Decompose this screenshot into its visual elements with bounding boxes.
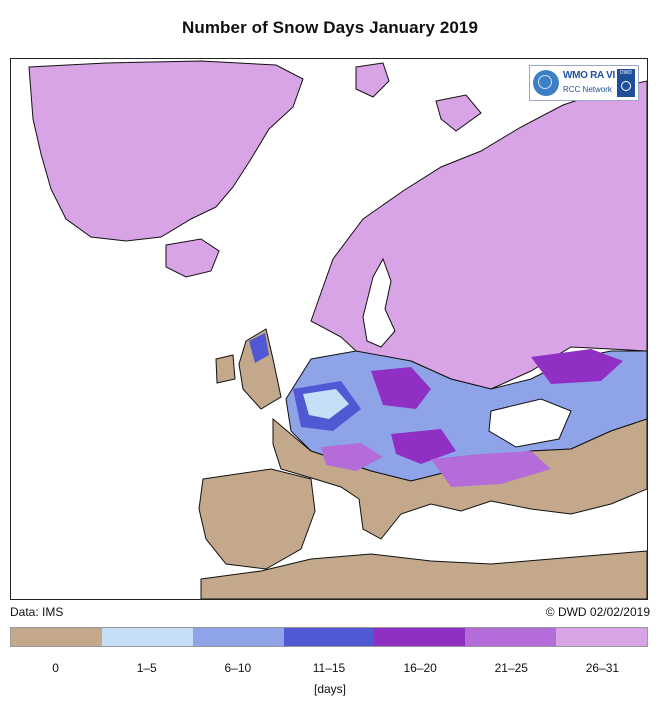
legend-swatch [374,628,466,646]
dwd-badge-text: DWD [620,70,632,76]
legend-units: [days] [313,682,346,696]
copyright-label: © DWD 02/02/2019 [545,605,650,619]
map-title: Number of Snow Days January 2019 [181,18,479,37]
british-isles-region [215,328,282,410]
legend-swatch [11,628,102,646]
legend-bin-label: 21–25 [494,661,528,675]
wmo-globe-icon [533,70,559,96]
legend-swatch [465,628,557,646]
legend-bin-label: 1–5 [136,661,157,675]
east-europe-heavy-snow-patch [371,349,623,464]
north-africa-region [200,550,647,599]
wmo-rcc-logo: WMO RA VI RCC Network DWD [529,65,639,101]
northeast-europe-snow-region [310,80,647,390]
dwd-badge-icon: DWD [617,69,635,97]
light-snow-patch [303,389,349,419]
black-sea [488,398,572,448]
legend-swatch [101,628,193,646]
logo-text-secondary: RCC Network [563,85,612,94]
legend-bin-label: 6–10 [224,661,252,675]
legend-swatch [283,628,375,646]
legend-swatch [192,628,284,646]
iberian-peninsula-region [198,468,316,570]
legend-bin-label: 16–20 [403,661,437,675]
baltic-sea [362,257,396,348]
iceland-snow-region [165,238,220,278]
legend-bin-label: 0 [52,661,59,675]
legend-bin-label: 11–15 [312,661,346,675]
legend-colorbar [10,627,648,647]
alps-balkans-snow-patch [321,443,551,487]
greenland-snow-region [28,60,304,242]
data-source-label: Data: IMS [10,605,64,619]
scotland-snow-patch [249,333,269,363]
europe-map-canvas [28,60,647,599]
legend-swatch [556,628,648,646]
snow-days-map: WMO RA VI RCC Network DWD [10,58,648,600]
logo-text-primary: WMO RA VI [563,70,615,81]
arctic-islands-snow-region [355,62,482,132]
legend-bin-label: 26–31 [585,661,620,675]
